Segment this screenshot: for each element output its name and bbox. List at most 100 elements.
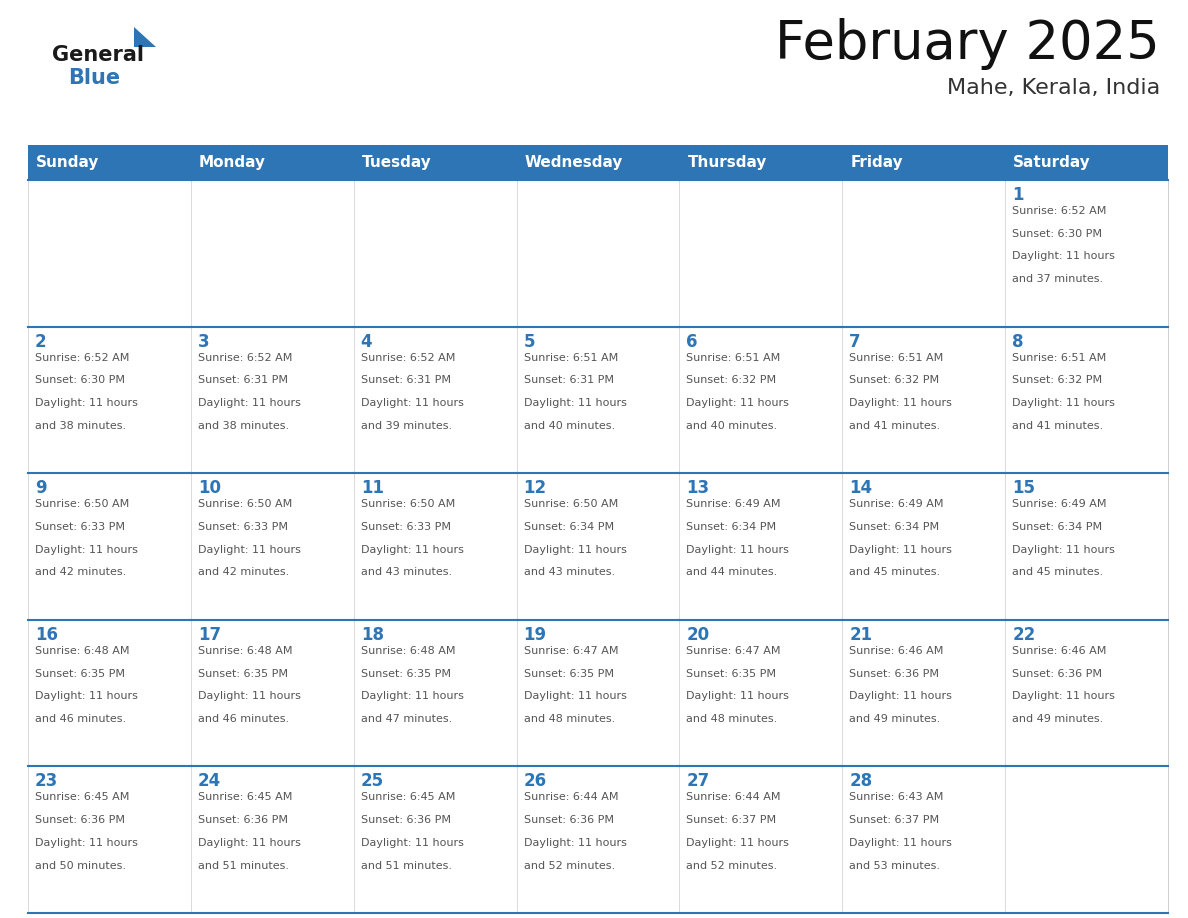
- Bar: [680, 180, 842, 327]
- Text: Sunrise: 6:50 AM: Sunrise: 6:50 AM: [524, 499, 618, 509]
- Bar: [29, 145, 191, 180]
- Text: and 42 minutes.: and 42 minutes.: [198, 567, 289, 577]
- Text: Daylight: 11 hours: Daylight: 11 hours: [687, 691, 789, 701]
- Bar: [191, 180, 354, 327]
- Bar: [517, 145, 680, 180]
- Text: Monday: Monday: [198, 155, 266, 170]
- Bar: [1005, 180, 1168, 327]
- Text: and 52 minutes.: and 52 minutes.: [687, 860, 778, 870]
- Text: 14: 14: [849, 479, 872, 498]
- Text: Daylight: 11 hours: Daylight: 11 hours: [524, 398, 626, 408]
- Text: Sunrise: 6:48 AM: Sunrise: 6:48 AM: [198, 645, 292, 655]
- Bar: [191, 767, 354, 913]
- Text: Sunset: 6:31 PM: Sunset: 6:31 PM: [524, 375, 613, 386]
- Text: Friday: Friday: [851, 155, 903, 170]
- Text: Daylight: 11 hours: Daylight: 11 hours: [198, 838, 301, 848]
- Text: Daylight: 11 hours: Daylight: 11 hours: [34, 544, 138, 554]
- Text: Daylight: 11 hours: Daylight: 11 hours: [687, 838, 789, 848]
- Text: Sunrise: 6:52 AM: Sunrise: 6:52 AM: [34, 353, 129, 363]
- Text: and 41 minutes.: and 41 minutes.: [849, 420, 941, 431]
- Text: Sunset: 6:32 PM: Sunset: 6:32 PM: [849, 375, 940, 386]
- Bar: [517, 767, 680, 913]
- Text: Daylight: 11 hours: Daylight: 11 hours: [34, 398, 138, 408]
- Text: Daylight: 11 hours: Daylight: 11 hours: [361, 544, 463, 554]
- Text: Sunday: Sunday: [36, 155, 100, 170]
- Bar: [354, 767, 517, 913]
- Text: Sunset: 6:34 PM: Sunset: 6:34 PM: [849, 522, 940, 532]
- Text: Sunrise: 6:49 AM: Sunrise: 6:49 AM: [849, 499, 943, 509]
- Text: Daylight: 11 hours: Daylight: 11 hours: [687, 544, 789, 554]
- Bar: [680, 473, 842, 620]
- Text: Daylight: 11 hours: Daylight: 11 hours: [849, 398, 952, 408]
- Text: Blue: Blue: [68, 68, 120, 88]
- Text: 16: 16: [34, 626, 58, 644]
- Text: Sunrise: 6:48 AM: Sunrise: 6:48 AM: [34, 645, 129, 655]
- Text: and 40 minutes.: and 40 minutes.: [524, 420, 614, 431]
- Text: Sunset: 6:33 PM: Sunset: 6:33 PM: [361, 522, 450, 532]
- Text: 27: 27: [687, 772, 709, 790]
- Text: General: General: [52, 45, 144, 65]
- Text: Daylight: 11 hours: Daylight: 11 hours: [198, 544, 301, 554]
- Bar: [29, 473, 191, 620]
- Bar: [354, 327, 517, 473]
- Bar: [1005, 327, 1168, 473]
- Text: Mahe, Kerala, India: Mahe, Kerala, India: [947, 78, 1159, 98]
- Text: Daylight: 11 hours: Daylight: 11 hours: [1012, 691, 1116, 701]
- Bar: [1005, 145, 1168, 180]
- Text: 8: 8: [1012, 332, 1024, 351]
- Text: Daylight: 11 hours: Daylight: 11 hours: [849, 838, 952, 848]
- Text: Sunrise: 6:51 AM: Sunrise: 6:51 AM: [687, 353, 781, 363]
- Text: 21: 21: [849, 626, 872, 644]
- Bar: [680, 327, 842, 473]
- Text: 5: 5: [524, 332, 535, 351]
- Text: 15: 15: [1012, 479, 1035, 498]
- Text: Sunrise: 6:51 AM: Sunrise: 6:51 AM: [1012, 353, 1106, 363]
- Text: Sunrise: 6:43 AM: Sunrise: 6:43 AM: [849, 792, 943, 802]
- Text: 7: 7: [849, 332, 861, 351]
- Text: Sunset: 6:32 PM: Sunset: 6:32 PM: [687, 375, 777, 386]
- Bar: [680, 620, 842, 767]
- Text: Daylight: 11 hours: Daylight: 11 hours: [361, 398, 463, 408]
- Text: Sunset: 6:35 PM: Sunset: 6:35 PM: [687, 668, 777, 678]
- Bar: [680, 767, 842, 913]
- Bar: [354, 180, 517, 327]
- Text: 19: 19: [524, 626, 546, 644]
- Text: Sunset: 6:36 PM: Sunset: 6:36 PM: [198, 815, 287, 825]
- Bar: [517, 620, 680, 767]
- Bar: [842, 145, 1005, 180]
- Text: Daylight: 11 hours: Daylight: 11 hours: [198, 691, 301, 701]
- Text: Sunset: 6:31 PM: Sunset: 6:31 PM: [198, 375, 287, 386]
- Text: and 39 minutes.: and 39 minutes.: [361, 420, 451, 431]
- Bar: [354, 145, 517, 180]
- Text: Sunrise: 6:49 AM: Sunrise: 6:49 AM: [687, 499, 781, 509]
- Text: Daylight: 11 hours: Daylight: 11 hours: [361, 838, 463, 848]
- Text: 26: 26: [524, 772, 546, 790]
- Bar: [517, 180, 680, 327]
- Text: Daylight: 11 hours: Daylight: 11 hours: [1012, 544, 1116, 554]
- Text: Tuesday: Tuesday: [361, 155, 431, 170]
- Bar: [842, 620, 1005, 767]
- Text: Daylight: 11 hours: Daylight: 11 hours: [34, 691, 138, 701]
- Bar: [354, 473, 517, 620]
- Text: and 48 minutes.: and 48 minutes.: [524, 714, 615, 724]
- Text: Daylight: 11 hours: Daylight: 11 hours: [198, 398, 301, 408]
- Text: 9: 9: [34, 479, 46, 498]
- Text: 10: 10: [198, 479, 221, 498]
- Bar: [842, 473, 1005, 620]
- Text: Sunrise: 6:48 AM: Sunrise: 6:48 AM: [361, 645, 455, 655]
- Text: Sunset: 6:36 PM: Sunset: 6:36 PM: [524, 815, 613, 825]
- Text: Sunset: 6:35 PM: Sunset: 6:35 PM: [198, 668, 287, 678]
- Text: Sunrise: 6:44 AM: Sunrise: 6:44 AM: [524, 792, 618, 802]
- Text: Sunset: 6:34 PM: Sunset: 6:34 PM: [1012, 522, 1102, 532]
- Text: Sunrise: 6:47 AM: Sunrise: 6:47 AM: [524, 645, 618, 655]
- Text: Sunset: 6:36 PM: Sunset: 6:36 PM: [849, 668, 940, 678]
- Text: 18: 18: [361, 626, 384, 644]
- Text: Sunset: 6:37 PM: Sunset: 6:37 PM: [849, 815, 940, 825]
- Bar: [1005, 473, 1168, 620]
- Bar: [354, 620, 517, 767]
- Text: 25: 25: [361, 772, 384, 790]
- Bar: [1005, 767, 1168, 913]
- Text: Sunrise: 6:45 AM: Sunrise: 6:45 AM: [361, 792, 455, 802]
- Text: Sunset: 6:34 PM: Sunset: 6:34 PM: [687, 522, 777, 532]
- Text: Sunset: 6:35 PM: Sunset: 6:35 PM: [524, 668, 613, 678]
